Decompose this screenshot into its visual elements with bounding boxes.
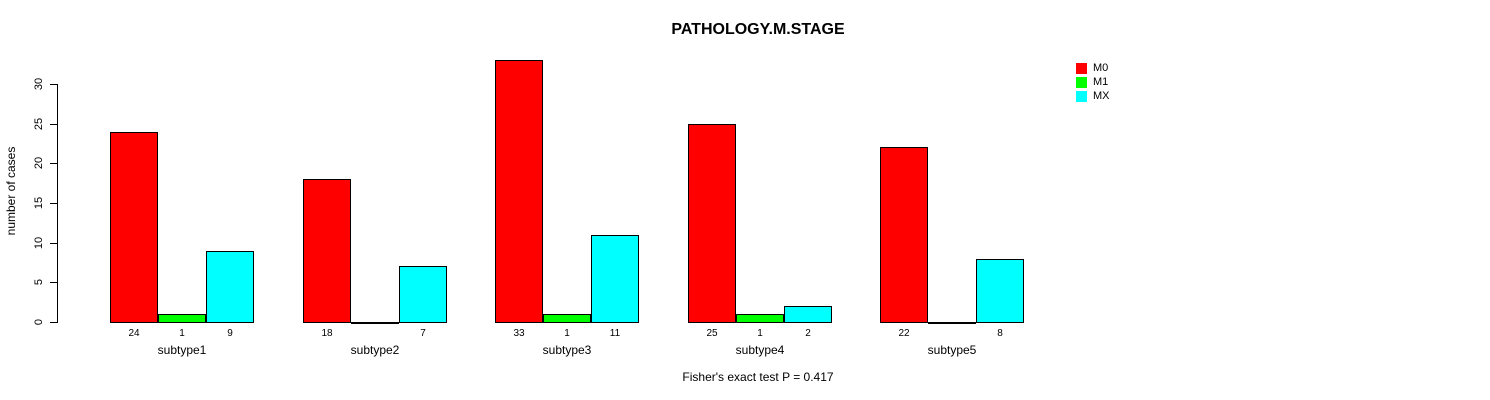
- y-tick-mark: [50, 243, 57, 244]
- bar-MX-subtype1: [206, 251, 254, 323]
- y-tick-label: 30: [33, 77, 45, 91]
- category-label-subtype3: subtype3: [542, 343, 592, 357]
- bar-M1-subtype3: [543, 314, 591, 323]
- bar-value-label: 24: [128, 328, 140, 339]
- y-tick-label: 20: [33, 156, 45, 170]
- bar-M0-subtype1: [110, 132, 158, 323]
- legend-item-M0: M0: [1076, 63, 1110, 74]
- legend-item-M1: M1: [1076, 77, 1110, 88]
- y-tick-mark: [50, 163, 57, 164]
- y-tick-label: 0: [33, 318, 45, 326]
- bar-value-label: 1: [564, 328, 570, 339]
- fisher-test-caption: Fisher's exact test P = 0.417: [682, 370, 834, 384]
- y-tick-mark: [50, 203, 57, 204]
- bar-M1-subtype2-zero: [351, 322, 399, 324]
- bar-M1-subtype1: [158, 314, 206, 323]
- bar-M1-subtype5-zero: [928, 322, 976, 324]
- legend-swatch-M1: [1076, 77, 1087, 88]
- category-label-subtype5: subtype5: [927, 343, 977, 357]
- bar-M1-subtype4: [736, 314, 784, 323]
- bar-M0-subtype4: [688, 124, 736, 323]
- legend-label-M0: M0: [1093, 62, 1109, 74]
- legend-label-MX: MX: [1093, 90, 1110, 102]
- bar-value-label: 9: [227, 328, 233, 339]
- bar-MX-subtype3: [591, 235, 639, 323]
- bar-MX-subtype5: [976, 259, 1024, 323]
- bar-MX-subtype2: [399, 266, 447, 323]
- bar-value-label: 8: [997, 328, 1003, 339]
- bar-MX-subtype4: [784, 306, 832, 323]
- y-axis-label: number of cases: [4, 146, 18, 236]
- category-label-subtype2: subtype2: [350, 343, 400, 357]
- legend-swatch-M0: [1076, 63, 1087, 74]
- bar-value-label: 1: [179, 328, 185, 339]
- bar-M0-subtype3: [495, 60, 543, 323]
- legend-item-MX: MX: [1076, 91, 1110, 102]
- legend-label-M1: M1: [1093, 76, 1109, 88]
- legend: M0 M1 MX: [1076, 63, 1110, 102]
- y-tick-mark: [50, 322, 57, 323]
- y-tick-label: 25: [33, 117, 45, 131]
- bar-value-label: 7: [420, 328, 426, 339]
- bar-value-label: 2: [805, 328, 811, 339]
- category-label-subtype1: subtype1: [157, 343, 207, 357]
- y-tick-mark: [50, 282, 57, 283]
- bar-value-label: 25: [706, 328, 718, 339]
- y-axis-line: [57, 84, 58, 323]
- y-tick-label: 15: [33, 196, 45, 210]
- chart-title: PATHOLOGY.M.STAGE: [671, 21, 845, 38]
- bar-value-label: 22: [898, 328, 910, 339]
- bar-value-label: 11: [609, 328, 621, 339]
- bar-M0-subtype5: [880, 147, 928, 323]
- legend-swatch-MX: [1076, 91, 1087, 102]
- y-tick-mark: [50, 124, 57, 125]
- bar-value-label: 33: [513, 328, 525, 339]
- y-tick-label: 5: [33, 278, 45, 286]
- y-tick-label: 10: [33, 236, 45, 250]
- category-label-subtype4: subtype4: [735, 343, 785, 357]
- bar-value-label: 18: [321, 328, 333, 339]
- bar-value-label: 1: [757, 328, 763, 339]
- y-tick-mark: [50, 84, 57, 85]
- bar-M0-subtype2: [303, 179, 351, 323]
